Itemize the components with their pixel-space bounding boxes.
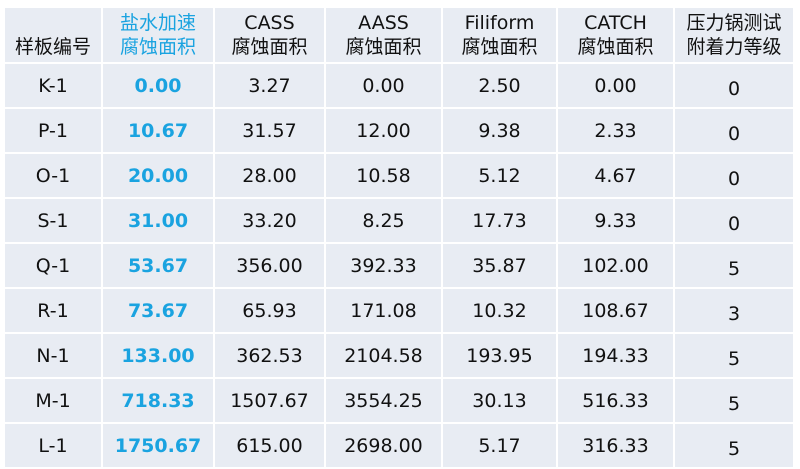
cell-filiform: 9.38: [441, 107, 558, 154]
header-line: CASS: [244, 12, 295, 34]
table-row: Q-1 53.67 356.00 392.33 35.87 102.00 5: [3, 242, 795, 289]
header-catch: CATCH 腐蚀面积: [556, 6, 675, 64]
header-line: 腐蚀面积: [345, 36, 422, 58]
cell-aass: 2698.00: [324, 422, 443, 469]
cell-sample-id: Q-1: [3, 242, 103, 289]
cell-sample-id: N-1: [3, 332, 103, 379]
cell-salt-spray: 0.00: [101, 62, 215, 109]
header-line: AASS: [358, 12, 409, 34]
cell-pressure-cooker-grade: 3: [673, 287, 795, 334]
cell-catch: 0.00: [556, 62, 675, 109]
header-line: 腐蚀面积: [461, 36, 538, 58]
cell-pressure-cooker-grade: 5: [673, 332, 795, 379]
table-row: O-1 20.00 28.00 10.58 5.12 4.67 0: [3, 152, 795, 199]
cell-sample-id: M-1: [3, 377, 103, 424]
cell-cass: 3.27: [213, 62, 326, 109]
cell-aass: 8.25: [324, 197, 443, 244]
cell-filiform: 17.73: [441, 197, 558, 244]
cell-aass: 0.00: [324, 62, 443, 109]
cell-cass: 362.53: [213, 332, 326, 379]
header-salt-spray: 盐水加速 腐蚀面积: [101, 6, 215, 64]
header-line: CATCH: [584, 12, 647, 34]
cell-catch: 108.67: [556, 287, 675, 334]
header-pressure-cooker-grade: 压力锅测试 附着力等级: [673, 6, 795, 64]
cell-filiform: 10.32: [441, 287, 558, 334]
cell-filiform: 5.12: [441, 152, 558, 199]
cell-cass: 1507.67: [213, 377, 326, 424]
table-row: M-1 718.33 1507.67 3554.25 30.13 516.33 5: [3, 377, 795, 424]
cell-salt-spray: 73.67: [101, 287, 215, 334]
cell-pressure-cooker-grade: 0: [673, 152, 795, 199]
cell-cass: 28.00: [213, 152, 326, 199]
cell-pressure-cooker-grade: 0: [673, 197, 795, 244]
cell-sample-id: K-1: [3, 62, 103, 109]
corrosion-table: 样板编号 盐水加速 腐蚀面积 CASS 腐蚀面积 AASS 腐蚀面积 Filiform 腐蚀面积…: [3, 6, 795, 469]
table-row: K-1 0.00 3.27 0.00 2.50 0.00 0: [3, 62, 795, 109]
header-line: 腐蚀面积: [577, 36, 654, 58]
cell-salt-spray: 53.67: [101, 242, 215, 289]
table-row: P-1 10.67 31.57 12.00 9.38 2.33 0: [3, 107, 795, 154]
cell-catch: 102.00: [556, 242, 675, 289]
cell-sample-id: L-1: [3, 422, 103, 469]
cell-pressure-cooker-grade: 5: [673, 377, 795, 424]
header-line: Filiform: [464, 12, 535, 34]
cell-pressure-cooker-grade: 5: [673, 422, 795, 469]
cell-filiform: 5.17: [441, 422, 558, 469]
cell-catch: 516.33: [556, 377, 675, 424]
cell-aass: 2104.58: [324, 332, 443, 379]
table-row: R-1 73.67 65.93 171.08 10.32 108.67 3: [3, 287, 795, 334]
cell-sample-id: S-1: [3, 197, 103, 244]
cell-salt-spray: 718.33: [101, 377, 215, 424]
cell-catch: 2.33: [556, 107, 675, 154]
cell-filiform: 193.95: [441, 332, 558, 379]
cell-aass: 10.58: [324, 152, 443, 199]
cell-catch: 194.33: [556, 332, 675, 379]
table-row: L-1 1750.67 615.00 2698.00 5.17 316.33 5: [3, 422, 795, 469]
header-sample-id: 样板编号: [3, 6, 103, 64]
cell-aass: 12.00: [324, 107, 443, 154]
header-line: 压力锅测试: [686, 12, 782, 34]
cell-filiform: 2.50: [441, 62, 558, 109]
cell-aass: 171.08: [324, 287, 443, 334]
header-aass: AASS 腐蚀面积: [324, 6, 443, 64]
cell-sample-id: P-1: [3, 107, 103, 154]
cell-sample-id: R-1: [3, 287, 103, 334]
cell-sample-id: O-1: [3, 152, 103, 199]
cell-filiform: 35.87: [441, 242, 558, 289]
table-row: S-1 31.00 33.20 8.25 17.73 9.33 0: [3, 197, 795, 244]
header-line: 盐水加速: [119, 12, 196, 34]
cell-pressure-cooker-grade: 5: [673, 242, 795, 289]
header-line: 附着力等级: [686, 36, 782, 58]
cell-cass: 356.00: [213, 242, 326, 289]
cell-aass: 3554.25: [324, 377, 443, 424]
cell-salt-spray: 133.00: [101, 332, 215, 379]
table-row: N-1 133.00 362.53 2104.58 193.95 194.33 5: [3, 332, 795, 379]
header-filiform: Filiform 腐蚀面积: [441, 6, 558, 64]
header-line: [5, 11, 101, 35]
header-line: 腐蚀面积: [231, 36, 308, 58]
header-line: 样板编号: [14, 36, 91, 58]
cell-cass: 31.57: [213, 107, 326, 154]
cell-catch: 316.33: [556, 422, 675, 469]
cell-pressure-cooker-grade: 0: [673, 62, 795, 109]
cell-aass: 392.33: [324, 242, 443, 289]
cell-cass: 615.00: [213, 422, 326, 469]
cell-catch: 4.67: [556, 152, 675, 199]
header-line: 腐蚀面积: [119, 36, 196, 58]
cell-salt-spray: 10.67: [101, 107, 215, 154]
cell-cass: 65.93: [213, 287, 326, 334]
cell-filiform: 30.13: [441, 377, 558, 424]
cell-salt-spray: 20.00: [101, 152, 215, 199]
cell-catch: 9.33: [556, 197, 675, 244]
header-cass: CASS 腐蚀面积: [213, 6, 326, 64]
cell-pressure-cooker-grade: 0: [673, 107, 795, 154]
cell-salt-spray: 31.00: [101, 197, 215, 244]
header-row: 样板编号 盐水加速 腐蚀面积 CASS 腐蚀面积 AASS 腐蚀面积 Filiform 腐蚀面积…: [3, 6, 795, 64]
cell-salt-spray: 1750.67: [101, 422, 215, 469]
cell-cass: 33.20: [213, 197, 326, 244]
